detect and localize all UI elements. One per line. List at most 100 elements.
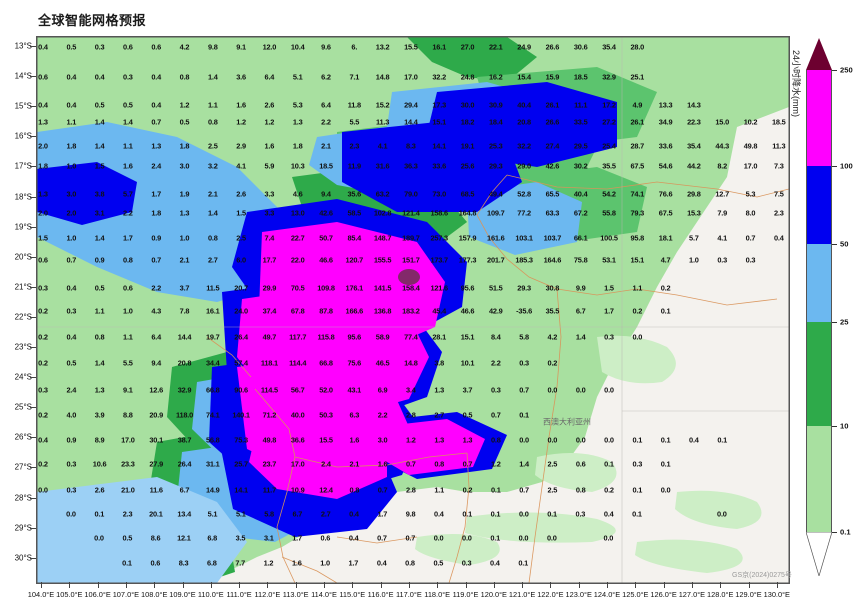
grid-value: 54.2	[602, 189, 616, 199]
grid-value: 74.1	[630, 189, 645, 199]
grid-value: 32.2	[517, 141, 531, 151]
grid-value: 3.9	[94, 410, 105, 420]
x-axis-tick-mark	[210, 582, 212, 588]
grid-value: 42.6	[545, 161, 560, 171]
grid-value: 3.7	[462, 385, 473, 395]
colorbar-top-arrow	[806, 38, 832, 70]
grid-value: 15.0	[715, 117, 729, 127]
grid-value: 77.4	[404, 332, 418, 342]
grid-value: 0.1	[490, 485, 501, 495]
grid-value: 15.1	[630, 255, 645, 265]
grid-value: 4.2	[179, 42, 190, 52]
x-axis-tick-label: 116.0°E	[367, 590, 394, 599]
grid-value: 0.5	[66, 358, 77, 368]
y-axis-tick-mark	[30, 557, 36, 559]
grid-value: 2.0	[38, 141, 48, 151]
y-axis-tick-mark	[30, 106, 36, 108]
y-axis-tick-mark	[30, 196, 36, 198]
grid-value: 2.9	[236, 141, 246, 151]
grid-value: 0.3	[66, 306, 77, 316]
grid-value: 2.5	[547, 485, 558, 495]
grid-value: 5.8	[264, 509, 274, 519]
grid-value: 10.3	[290, 161, 305, 171]
grid-value: 68.5	[460, 189, 475, 199]
grid-value: 12.6	[149, 385, 163, 395]
x-axis-tick-mark	[154, 582, 156, 588]
grid-value: 35.4	[687, 141, 701, 151]
colorbar-tick-mark	[832, 532, 837, 533]
y-axis-tick-label: 15°S	[14, 101, 32, 111]
grid-value: 0.7	[66, 255, 77, 265]
grid-value: 0.0	[546, 533, 557, 543]
grid-value: 2.4	[321, 459, 331, 469]
grid-value: 0.2	[38, 459, 48, 469]
precipitation-map-plot[interactable]: 0.4 0.5 0.3 0.6 0.6 4.2 9.8 9.1 12.0 10.4 9.6 6. 13.…	[36, 36, 790, 584]
grid-value: 257.3	[430, 233, 448, 243]
grid-value: 4.1	[236, 161, 246, 171]
grid-value: 7.3	[773, 161, 784, 171]
grid-value: 0.1	[632, 485, 643, 495]
grid-value: 0.3	[461, 558, 472, 568]
grid-value: 2.7	[434, 410, 445, 420]
grid-value: 2.4	[66, 385, 77, 395]
grid-value: 1.4	[519, 459, 529, 469]
grid-value: 10.6	[92, 459, 107, 469]
grid-value: 35.6	[347, 189, 362, 199]
grid-value: 0.5	[462, 410, 473, 420]
grid-value: 4.1	[377, 141, 388, 151]
grid-value: 70.5	[290, 283, 305, 293]
grid-value: 22.3	[687, 117, 701, 127]
y-axis-tick-mark	[30, 46, 36, 47]
grid-value: 1.5	[604, 283, 614, 293]
grid-value: 3.1	[94, 208, 105, 218]
grid-value: 18.2	[460, 117, 475, 127]
grid-value: 0.0	[462, 533, 472, 543]
grid-value: 40.4	[573, 189, 588, 199]
grid-value: 5.1	[235, 509, 246, 519]
y-axis-tick-label: 22°S	[14, 312, 32, 322]
grid-value: 19.7	[206, 332, 220, 342]
grid-value: 12.4	[319, 485, 333, 495]
grid-value: 2.8	[406, 485, 416, 495]
x-axis-tick-label: 129.0°E	[735, 590, 762, 599]
grid-value: 1.3	[462, 435, 473, 445]
grid-value: 140.1	[232, 410, 250, 420]
grid-value: 5.1	[207, 509, 218, 519]
grid-value: 1.1	[94, 306, 105, 316]
grid-value: 2.5	[236, 233, 246, 243]
grid-value: 1.3	[38, 189, 48, 199]
y-axis-tick-label: 26°S	[14, 432, 32, 442]
grid-value: 0.0	[518, 509, 529, 519]
grid-value: 18.1	[658, 233, 673, 243]
grid-value: 0.4	[38, 42, 48, 52]
y-axis-tick-mark	[30, 467, 36, 469]
grid-value: 25.4	[602, 141, 616, 151]
grid-value: 0.4	[151, 72, 162, 82]
grid-value: 1.2	[236, 117, 246, 127]
grid-value: 118.0	[175, 410, 194, 420]
grid-value: 0.0	[547, 385, 558, 395]
grid-value: 38.7	[177, 435, 192, 445]
grid-value: 120.7	[345, 255, 364, 265]
colorbar-body	[806, 70, 832, 532]
grid-value: 0.1	[519, 410, 529, 420]
grid-value: 118.1	[260, 358, 278, 368]
x-axis-tick-label: 109.0°E	[169, 590, 196, 599]
colorbar[interactable]: 250 100 50 25 10 0.1	[806, 38, 853, 578]
x-axis-tick-label: 117.0°E	[395, 590, 422, 599]
x-axis-tick-mark	[578, 582, 580, 588]
grid-value: 7.1	[349, 72, 360, 82]
grid-value: 0.5	[433, 558, 444, 568]
grid-value: 1.3	[38, 117, 48, 127]
grid-value: 6.4	[151, 332, 162, 342]
grid-value: 2.8	[406, 410, 416, 420]
page-title: 全球智能网格预报	[38, 13, 147, 28]
grid-value: 27.0	[460, 42, 475, 52]
grid-value: 34.9	[658, 117, 673, 127]
grid-value: 5.7	[123, 189, 133, 199]
x-axis-tick-mark	[437, 582, 439, 588]
grid-value: 95.8	[630, 233, 645, 243]
y-axis-tick-mark	[30, 136, 36, 138]
grid-value: 13.3	[658, 100, 673, 110]
grid-value: 46.5	[375, 358, 390, 368]
